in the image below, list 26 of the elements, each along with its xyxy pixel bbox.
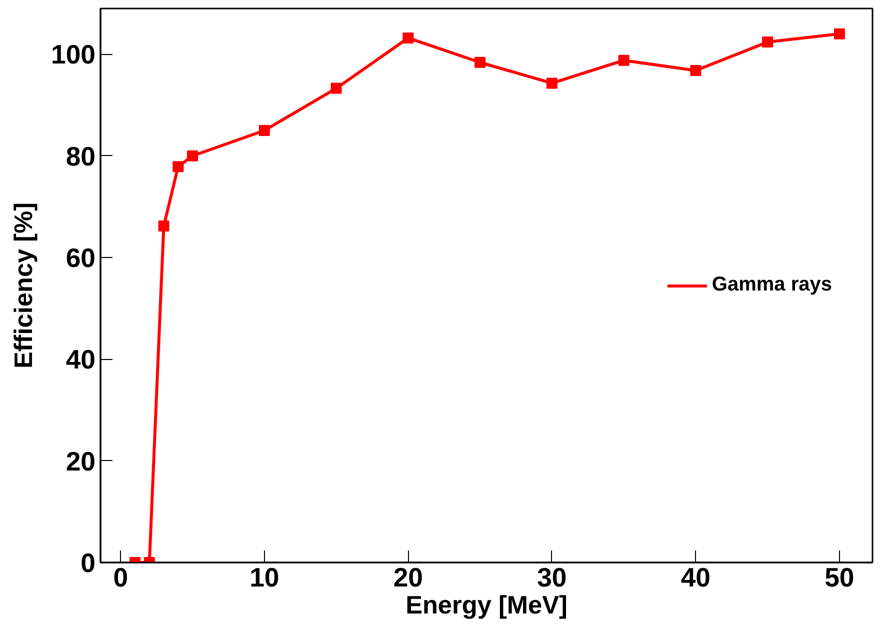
- point: [546, 78, 558, 89]
- point: [187, 150, 198, 162]
- point: [618, 54, 630, 66]
- point: [158, 220, 170, 232]
- point: [474, 56, 486, 68]
- point: [762, 36, 774, 48]
- y-tick-label: 100: [51, 40, 96, 70]
- x-tick-label: 40: [680, 562, 711, 592]
- x-axis-title: Energy [MeV]: [406, 592, 568, 620]
- y-tick-label: 40: [66, 344, 96, 375]
- point: [402, 32, 414, 44]
- x-tick-label: 0: [113, 562, 128, 592]
- x-tick-label: 30: [537, 562, 567, 592]
- y-tick-label: 60: [66, 243, 96, 274]
- x-tick-label: 20: [393, 562, 423, 592]
- x-tick-label: 10: [250, 562, 280, 592]
- x-tick-label: 50: [824, 562, 854, 592]
- legend-label: Gamma rays: [712, 274, 832, 296]
- point: [258, 124, 270, 136]
- point: [690, 65, 702, 76]
- point: [834, 28, 845, 40]
- y-tick-label: 80: [66, 141, 96, 172]
- point: [330, 82, 342, 94]
- y-tick-label: 20: [66, 446, 96, 476]
- point: [172, 161, 184, 172]
- y-axis-title: Efficiency [%]: [10, 202, 38, 369]
